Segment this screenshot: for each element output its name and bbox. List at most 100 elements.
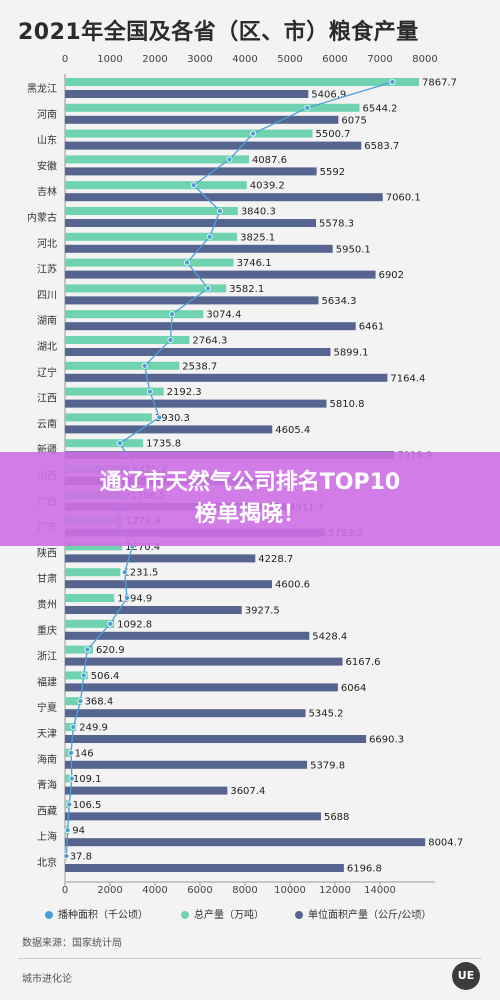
total-value-label-11: 2538.7 bbox=[182, 361, 217, 372]
top-axis-tick-label-1: 1000 bbox=[97, 54, 122, 65]
brand-logo: UE bbox=[452, 962, 480, 990]
area-point-23 bbox=[80, 672, 87, 679]
unit-bar-25 bbox=[65, 735, 367, 743]
unit-bar-7 bbox=[65, 270, 376, 279]
total-bar-23 bbox=[65, 671, 88, 680]
category-label-26: 海南 bbox=[37, 753, 57, 766]
unit-value-label-23: 6064 bbox=[341, 683, 366, 694]
unit-bar-9 bbox=[65, 322, 356, 331]
area-point-29 bbox=[64, 827, 71, 834]
data-source: 数据来源：国家统计局 bbox=[22, 938, 122, 949]
unit-bar-0 bbox=[65, 90, 309, 98]
total-bar-20 bbox=[65, 594, 115, 602]
unit-value-label-18: 4228.7 bbox=[258, 554, 293, 565]
unit-value-label-10: 5899.1 bbox=[333, 348, 368, 359]
category-label-22: 浙江 bbox=[37, 651, 57, 663]
legend-item-unit: 单位面积产量（公斤/公顷） bbox=[295, 906, 431, 921]
category-label-1: 河南 bbox=[37, 108, 57, 121]
unit-bar-13 bbox=[65, 425, 273, 434]
unit-value-label-29: 8004.7 bbox=[428, 838, 463, 849]
total-value-label-26: 146 bbox=[75, 748, 94, 759]
category-label-21: 重庆 bbox=[37, 624, 57, 637]
unit-bar-3 bbox=[65, 167, 317, 176]
unit-value-label-6: 5950.1 bbox=[336, 244, 371, 255]
area-point-4 bbox=[190, 182, 197, 189]
bottom-axis-tick-label-7: 14000 bbox=[364, 885, 396, 896]
unit-bar-29 bbox=[65, 838, 426, 847]
bottom-axis-tick-label-6: 12000 bbox=[319, 885, 351, 896]
area-point-10 bbox=[167, 336, 174, 343]
top-axis-tick-label-8: 8000 bbox=[412, 54, 437, 65]
area-point-9 bbox=[169, 311, 176, 318]
headline-line-2: 榜单揭晓！ bbox=[194, 502, 305, 527]
total-value-label-14: 1735.8 bbox=[146, 439, 181, 450]
unit-value-label-20: 3927.5 bbox=[245, 606, 280, 617]
unit-bar-24 bbox=[65, 709, 306, 718]
category-label-6: 河北 bbox=[37, 238, 57, 250]
legend-item-total: 总产量（万吨） bbox=[181, 906, 264, 921]
top-axis-tick-label-5: 5000 bbox=[277, 54, 302, 65]
area-point-8 bbox=[205, 285, 212, 292]
area-point-26 bbox=[68, 749, 75, 756]
footer-brand: 城市进化论 bbox=[22, 974, 72, 985]
headline-line-1: 通辽市天然气公司排名TOP10 bbox=[99, 470, 401, 495]
total-value-label-21: 1092.8 bbox=[117, 619, 152, 630]
total-value-label-5: 3840.3 bbox=[241, 207, 276, 218]
category-label-12: 江西 bbox=[37, 393, 57, 405]
unit-bar-18 bbox=[65, 554, 256, 563]
unit-value-label-19: 4600.6 bbox=[275, 580, 310, 591]
total-value-label-0: 7867.7 bbox=[422, 78, 457, 89]
total-value-label-24: 368.4 bbox=[85, 697, 114, 708]
total-value-label-8: 3582.1 bbox=[229, 284, 264, 295]
category-label-5: 内蒙古 bbox=[27, 211, 57, 224]
unit-value-label-9: 6461 bbox=[359, 322, 384, 333]
top-axis-tick-label-3: 3000 bbox=[187, 54, 212, 65]
unit-value-label-13: 4605.4 bbox=[275, 425, 310, 436]
unit-value-label-22: 6167.6 bbox=[346, 657, 381, 668]
bottom-axis-tick-label-2: 4000 bbox=[142, 885, 167, 896]
total-value-label-30: 37.8 bbox=[70, 852, 92, 863]
category-label-27: 青海 bbox=[37, 779, 57, 792]
category-label-19: 甘肃 bbox=[37, 572, 57, 585]
divider bbox=[18, 958, 482, 959]
category-label-30: 北京 bbox=[37, 856, 57, 869]
area-point-6 bbox=[206, 233, 213, 240]
total-bar-5 bbox=[65, 207, 238, 215]
headline-banner[interactable]: 通辽市天然气公司排名TOP10 榜单揭晓！ bbox=[0, 452, 500, 546]
total-bar-8 bbox=[65, 284, 227, 293]
area-point-20 bbox=[123, 595, 130, 602]
unit-value-label-7: 6902 bbox=[379, 270, 404, 281]
total-value-label-13: 1930.3 bbox=[155, 413, 190, 424]
total-value-label-23: 506.4 bbox=[91, 671, 120, 682]
area-point-14 bbox=[116, 440, 123, 447]
unit-bar-1 bbox=[65, 115, 339, 124]
unit-value-label-27: 3607.4 bbox=[230, 786, 265, 797]
unit-bar-30 bbox=[65, 864, 344, 872]
unit-value-label-28: 5688 bbox=[324, 812, 349, 823]
total-value-label-9: 3074.4 bbox=[206, 310, 241, 321]
unit-bar-12 bbox=[65, 399, 327, 408]
category-label-2: 山东 bbox=[37, 134, 57, 147]
unit-bar-28 bbox=[65, 812, 321, 821]
category-label-11: 辽宁 bbox=[37, 366, 57, 379]
total-bar-12 bbox=[65, 387, 164, 396]
total-bar-3 bbox=[65, 155, 249, 164]
legend-label-total: 总产量（万吨） bbox=[194, 910, 264, 921]
top-axis-tick-label-7: 7000 bbox=[367, 54, 392, 65]
unit-value-label-0: 5406.9 bbox=[311, 90, 346, 101]
area-point-13 bbox=[156, 414, 163, 421]
legend-label-area: 播种面积（千公顷） bbox=[58, 910, 148, 921]
top-axis-tick-label-6: 6000 bbox=[322, 54, 347, 65]
total-bar-0 bbox=[65, 78, 420, 86]
category-label-4: 吉林 bbox=[37, 185, 57, 198]
top-axis-tick-label-4: 4000 bbox=[232, 54, 257, 65]
total-value-label-19: 1231.5 bbox=[123, 568, 158, 579]
total-bar-11 bbox=[65, 361, 180, 370]
bottom-axis-tick-label-3: 6000 bbox=[187, 885, 212, 896]
legend-label-unit: 单位面积产量（公斤/公顷） bbox=[308, 910, 432, 921]
unit-value-label-12: 5810.8 bbox=[329, 399, 364, 410]
area-point-7 bbox=[184, 259, 191, 266]
total-bar-24 bbox=[65, 697, 82, 706]
category-label-13: 云南 bbox=[37, 417, 57, 430]
